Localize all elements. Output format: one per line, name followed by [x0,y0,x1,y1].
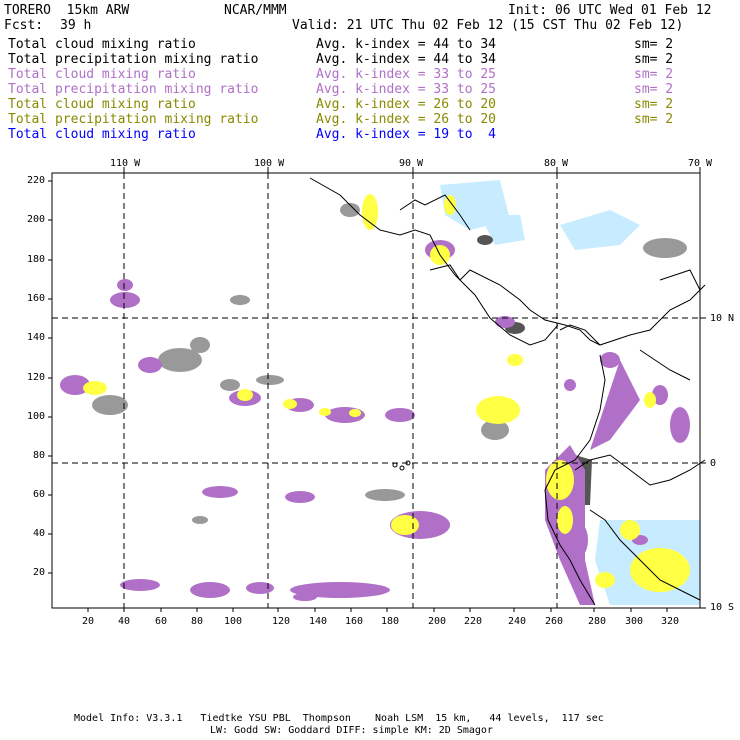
legend-sm-1: sm= 2 [634,37,674,52]
lon-label-100w: 100 W [254,158,285,169]
galapagos-islands [392,460,411,471]
x-tick-240: 240 [508,616,527,627]
y-tick-100: 100 [27,411,46,422]
legend-name-5: Total cloud mixing ratio [8,97,196,112]
x-tick-140: 140 [309,616,328,627]
init-time: Init: 06 UTC Wed 01 Feb 12 [508,3,712,18]
legend-index-5: Avg. k-index = 26 to 20 [316,97,497,112]
valid-time: Valid: 21 UTC Thu 02 Feb 12 (15 CST Thu … [292,18,684,33]
legend-sm-4: sm= 2 [634,82,674,97]
x-tick-80: 80 [191,616,204,627]
legend-name-7: Total cloud mixing ratio [8,127,196,142]
legend-sm-5: sm= 2 [634,97,674,112]
graticule [52,173,700,608]
legend-name-1: Total cloud mixing ratio [8,37,196,52]
y-tick-180: 180 [27,254,46,265]
model-title: TORERO 15km ARW [4,3,130,18]
legend-name-4: Total precipitation mixing ratio [8,82,259,97]
legend-index-7: Avg. k-index = 19 to 4 [316,127,497,142]
y-tick-200: 200 [27,214,46,225]
y-tick-20: 20 [33,567,46,578]
x-tick-280: 280 [588,616,607,627]
forecast-label: Fcst: [4,18,44,33]
x-tick-20: 20 [82,616,95,627]
lon-label-70w: 70 W [688,158,713,169]
legend-index-4: Avg. k-index = 33 to 25 [316,82,497,97]
axis-ticks [48,167,706,612]
footer-physics-info: LW: Godd SW: Goddard DIFF: simple KM: 2D… [210,725,493,736]
coastlines [309,177,706,606]
y-tick-160: 160 [27,293,46,304]
legend-sm-3: sm= 2 [634,67,674,82]
legend-index-1: Avg. k-index = 44 to 34 [316,37,497,52]
y-tick-60: 60 [33,489,46,500]
x-tick-100: 100 [224,616,243,627]
legend-sm-2: sm= 2 [634,52,674,67]
x-tick-200: 200 [428,616,447,627]
cloud-fields [60,180,700,605]
y-tick-40: 40 [33,528,46,539]
lat-label-10s: 10 S [710,602,735,613]
legend-index-2: Avg. k-index = 44 to 34 [316,52,497,67]
x-tick-320: 320 [661,616,680,627]
lon-label-90w: 90 W [399,158,424,169]
lat-label-0: 0 [710,458,717,469]
y-tick-80: 80 [33,450,46,461]
lat-label-10n: 10 N [710,313,735,324]
footer-model-info: Model Info: V3.3.1 Tiedtke YSU PBL Thomp… [74,713,604,724]
y-tick-120: 120 [27,372,46,383]
x-tick-220: 220 [464,616,483,627]
x-tick-120: 120 [272,616,291,627]
y-tick-220: 220 [27,175,46,186]
x-tick-180: 180 [381,616,400,627]
legend-index-6: Avg. k-index = 26 to 20 [316,112,497,127]
map-frame [51,172,701,609]
center-label: NCAR/MMM [224,3,287,18]
legend-name-2: Total precipitation mixing ratio [8,52,259,67]
legend-index-3: Avg. k-index = 33 to 25 [316,67,497,82]
lon-label-80w: 80 W [544,158,569,169]
y-tick-140: 140 [27,332,46,343]
x-tick-160: 160 [345,616,364,627]
x-tick-260: 260 [545,616,564,627]
x-tick-60: 60 [155,616,168,627]
forecast-hours: 39 h [60,18,92,33]
legend-name-3: Total cloud mixing ratio [8,67,196,82]
lon-label-110w: 110 W [110,158,141,169]
legend-name-6: Total precipitation mixing ratio [8,112,259,127]
x-tick-300: 300 [625,616,644,627]
x-tick-40: 40 [118,616,131,627]
legend-sm-6: sm= 2 [634,112,674,127]
